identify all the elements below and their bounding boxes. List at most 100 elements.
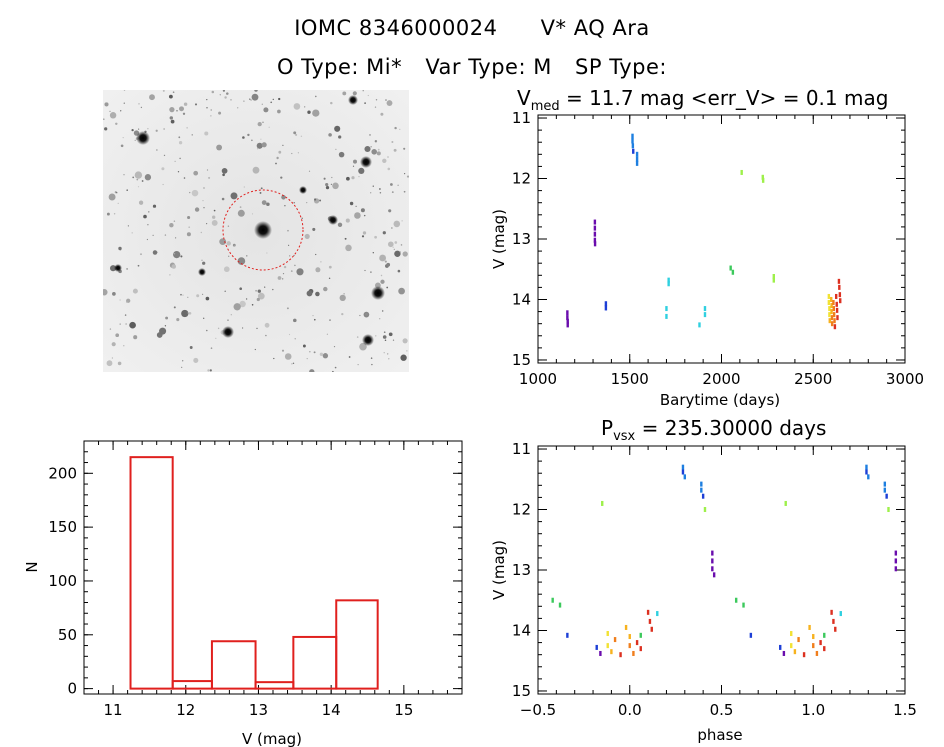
- star: [361, 235, 365, 238]
- star: [254, 348, 256, 351]
- histogram-frame: [83, 440, 463, 695]
- star: [257, 121, 262, 127]
- data-point: [838, 284, 841, 290]
- data-point: [593, 219, 597, 225]
- star: [370, 192, 372, 194]
- star: [109, 112, 117, 119]
- phased-curve-frame: [537, 445, 906, 695]
- data-point: [631, 133, 634, 139]
- data-point: [828, 306, 831, 312]
- star: [179, 157, 181, 160]
- data-point: [648, 618, 652, 624]
- star: [261, 103, 263, 105]
- x-tick-label: 0.0: [618, 701, 642, 719]
- y-tick-label: 13: [512, 230, 531, 248]
- star: [206, 98, 208, 101]
- star: [281, 349, 285, 352]
- data-point: [604, 301, 608, 307]
- star: [343, 293, 345, 295]
- star: [117, 361, 122, 366]
- data-point: [595, 644, 598, 650]
- star: [210, 347, 213, 349]
- star: [268, 126, 270, 128]
- star: [186, 232, 191, 237]
- star: [117, 202, 119, 204]
- star: [272, 98, 275, 101]
- data-point: [700, 487, 703, 493]
- star: [293, 318, 297, 323]
- star: [283, 265, 287, 269]
- star: [140, 253, 142, 256]
- star: [315, 267, 321, 273]
- star: [113, 213, 116, 215]
- star: [358, 175, 360, 178]
- data-point: [703, 306, 707, 312]
- star: [187, 296, 189, 298]
- data-point: [832, 618, 835, 624]
- star: [115, 333, 120, 338]
- star: [306, 201, 308, 204]
- star: [230, 99, 232, 101]
- histogram-xlabel: V (mag): [242, 730, 302, 747]
- data-point: [712, 572, 716, 578]
- x-tick-label: 15: [394, 701, 413, 719]
- star: [221, 197, 225, 201]
- x-tick-label: 2500: [794, 370, 832, 388]
- star: [257, 292, 265, 300]
- star: [351, 176, 355, 180]
- star: [109, 110, 111, 113]
- star: [365, 313, 368, 316]
- star: [132, 176, 135, 179]
- star: [312, 109, 320, 117]
- star: [375, 335, 377, 337]
- star: [111, 342, 116, 347]
- star: [146, 238, 148, 241]
- star: [243, 186, 245, 188]
- light-curve-title: Vmed = 11.7 mag <err_V> = 0.1 mag: [517, 86, 888, 114]
- data-point: [837, 278, 841, 284]
- star: [346, 176, 350, 181]
- star: [369, 133, 371, 136]
- star: [239, 206, 242, 208]
- star: [169, 274, 171, 276]
- star: [193, 170, 199, 176]
- data-point: [812, 643, 815, 649]
- star: [284, 353, 292, 360]
- star: [170, 119, 175, 124]
- star: [289, 255, 291, 257]
- star: [364, 269, 366, 272]
- data-point: [593, 241, 597, 247]
- star: [216, 144, 223, 151]
- star: [328, 133, 332, 137]
- data-point: [833, 324, 837, 330]
- star: [277, 276, 282, 280]
- data-point: [835, 301, 838, 307]
- star: [307, 110, 311, 114]
- star: [292, 362, 295, 364]
- star: [133, 335, 138, 340]
- star: [270, 101, 273, 104]
- star: [186, 127, 188, 129]
- data-point: [883, 481, 887, 487]
- star: [352, 91, 357, 96]
- star: [251, 93, 259, 101]
- star: [278, 150, 282, 154]
- figure-subtitle: O Type: Mi* Var Type: M SP Type:: [0, 55, 944, 79]
- data-point: [865, 469, 868, 475]
- bright-star: [222, 326, 234, 338]
- star: [144, 174, 152, 181]
- star: [106, 212, 110, 216]
- data-point: [635, 156, 639, 162]
- data-point: [828, 312, 831, 318]
- star: [334, 366, 337, 369]
- star: [406, 175, 409, 178]
- star: [384, 339, 387, 342]
- star: [187, 215, 191, 220]
- star: [251, 139, 253, 142]
- star: [362, 90, 364, 92]
- star: [147, 224, 149, 226]
- data-point: [883, 487, 887, 493]
- star: [379, 254, 387, 262]
- star: [387, 167, 391, 171]
